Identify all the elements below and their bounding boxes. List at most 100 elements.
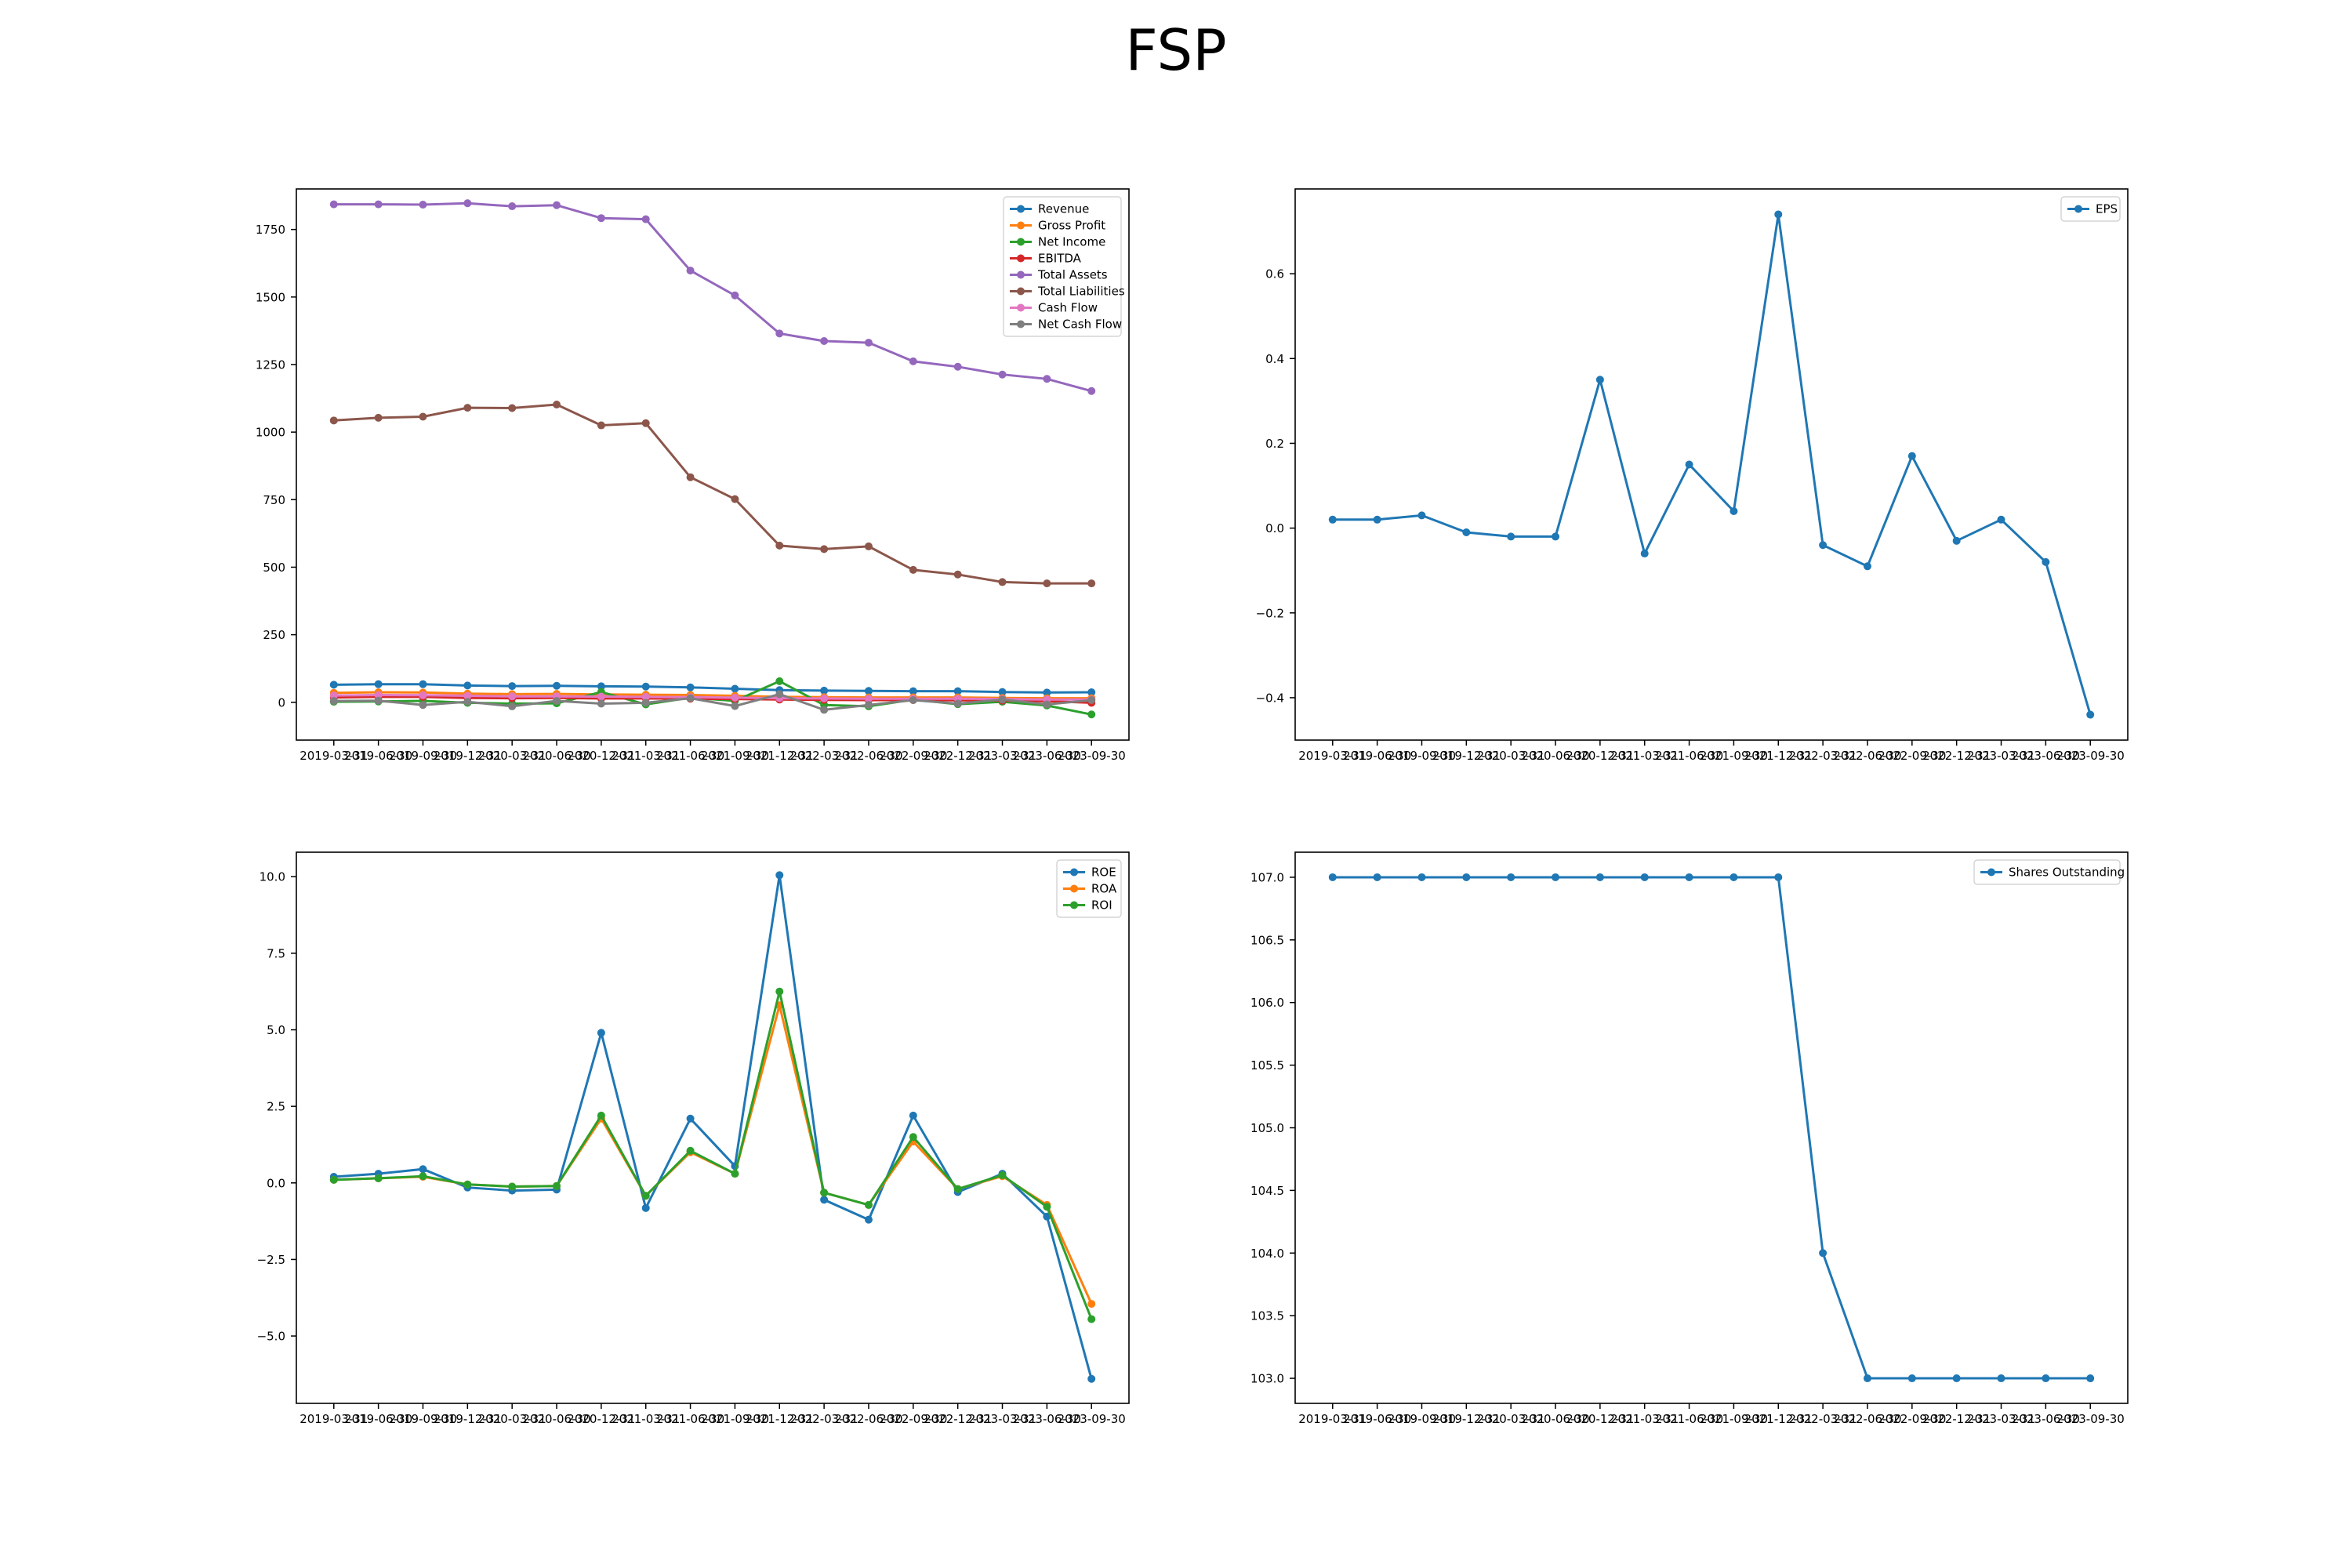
x-tick-label: 2019-12-31 [1432, 749, 1501, 763]
data-point [820, 545, 829, 554]
data-point [641, 1203, 650, 1212]
x-tick-label: 2021-12-31 [746, 749, 814, 763]
y-tick-label: −2.5 [257, 1253, 285, 1267]
y-tick-label: 1750 [256, 223, 285, 237]
legend-swatch-marker [1070, 884, 1078, 893]
data-point [463, 1180, 472, 1189]
data-point [686, 473, 695, 481]
legend: EPS [2060, 196, 2121, 222]
series-1 [329, 680, 1096, 697]
data-point [1774, 210, 1783, 219]
y-tick-label: 105.0 [1250, 1121, 1284, 1135]
data-point [864, 687, 873, 695]
data-point [1552, 873, 1560, 881]
x-tick-label: 2022-09-30 [1878, 749, 1946, 763]
series-5 [329, 199, 1096, 395]
x-tick-label: 2021-09-30 [1700, 749, 1768, 763]
x-tick-label: 2022-12-31 [1922, 749, 1991, 763]
y-tick-label: 5.0 [267, 1023, 285, 1037]
data-point [686, 1114, 695, 1123]
legend-swatch-marker [1017, 303, 1025, 312]
data-point [909, 687, 917, 695]
legend-box [2060, 196, 2121, 222]
series-line [333, 683, 1092, 694]
x-tick-label: 2020-12-31 [1566, 749, 1634, 763]
x-tick-label: 2019-12-31 [434, 749, 502, 763]
data-point [2086, 710, 2095, 719]
chart-1: 025050075010001250150017502019-03-312019… [256, 188, 1130, 763]
data-point [508, 404, 517, 412]
x-tick-label: 2022-09-30 [879, 1412, 947, 1426]
legend-swatch-marker [1017, 238, 1025, 246]
x-tick-label: 2023-09-30 [1058, 1412, 1126, 1426]
x-tick-label: 2021-09-30 [701, 749, 769, 763]
x-tick-label: 2022-06-30 [1833, 1412, 1901, 1426]
data-point [1373, 873, 1381, 881]
x-tick-label: 2020-03-31 [1477, 749, 1545, 763]
data-point [1997, 1374, 2005, 1383]
y-tick-label: 0.0 [1265, 521, 1284, 535]
data-point [329, 691, 338, 700]
x-tick-label: 2022-03-31 [1789, 1412, 1857, 1426]
data-point [641, 1192, 650, 1200]
data-point [731, 495, 739, 503]
x-tick-label: 2021-09-30 [701, 1412, 769, 1426]
y-tick-label: −0.4 [1256, 691, 1284, 705]
x-tick-label: 2023-06-30 [1013, 1412, 1081, 1426]
data-point [1462, 528, 1471, 537]
data-point [998, 370, 1007, 379]
x-tick-label: 2019-03-31 [299, 749, 368, 763]
data-point [597, 421, 605, 430]
x-tick-label: 2023-06-30 [2012, 749, 2080, 763]
data-point [1087, 579, 1096, 588]
y-tick-label: 105.5 [1250, 1058, 1284, 1073]
x-tick-label: 2020-03-31 [478, 749, 546, 763]
legend-swatch-marker [1987, 868, 1995, 877]
data-point [419, 701, 427, 710]
data-point [508, 702, 517, 710]
data-point [329, 200, 338, 209]
data-point [953, 1185, 962, 1193]
data-point [864, 542, 873, 550]
data-point [775, 329, 784, 338]
x-tick-label: 2022-12-31 [924, 1412, 992, 1426]
data-point [909, 1111, 917, 1120]
data-point [1043, 375, 1051, 383]
data-point [775, 677, 784, 685]
data-point [553, 201, 561, 209]
data-point [1863, 1374, 1871, 1383]
data-point [820, 1189, 829, 1197]
data-point [1328, 515, 1337, 524]
data-point [731, 693, 739, 702]
data-point [597, 682, 605, 691]
data-point [1462, 873, 1471, 881]
data-point [953, 699, 962, 708]
series-3 [329, 987, 1096, 1323]
legend-label: Net Income [1038, 235, 1105, 249]
x-tick-label: 2021-12-31 [1744, 1412, 1813, 1426]
legend-box [1973, 859, 2121, 885]
y-tick-label: 7.5 [267, 946, 285, 960]
data-point [1043, 700, 1051, 709]
data-point [1863, 562, 1871, 571]
chart-2: −0.4 −0.2 0.0 0.2 0.4 0.6 2019-03-312019-06-30… [1256, 188, 2129, 763]
data-point [686, 267, 695, 275]
x-tick-label: 2023-03-31 [968, 1412, 1036, 1426]
series-line [1332, 876, 2091, 1380]
data-point [374, 1174, 383, 1182]
legend-swatch-marker [1017, 254, 1025, 263]
y-tick-label: 0.6 [1265, 267, 1284, 281]
y-tick-label: 106.5 [1250, 933, 1284, 947]
data-point [374, 696, 383, 705]
data-point [508, 682, 517, 691]
data-point [1685, 873, 1693, 881]
y-tick-label: 1000 [256, 426, 285, 440]
data-point [1043, 688, 1051, 697]
data-point [731, 1170, 739, 1178]
x-tick-label: 2021-03-31 [612, 1412, 680, 1426]
data-point [597, 699, 605, 708]
legend-swatch-marker [1017, 270, 1025, 279]
data-point [597, 692, 605, 701]
y-tick-label: 104.5 [1250, 1184, 1284, 1198]
x-tick-label: 2021-12-31 [1744, 749, 1813, 763]
